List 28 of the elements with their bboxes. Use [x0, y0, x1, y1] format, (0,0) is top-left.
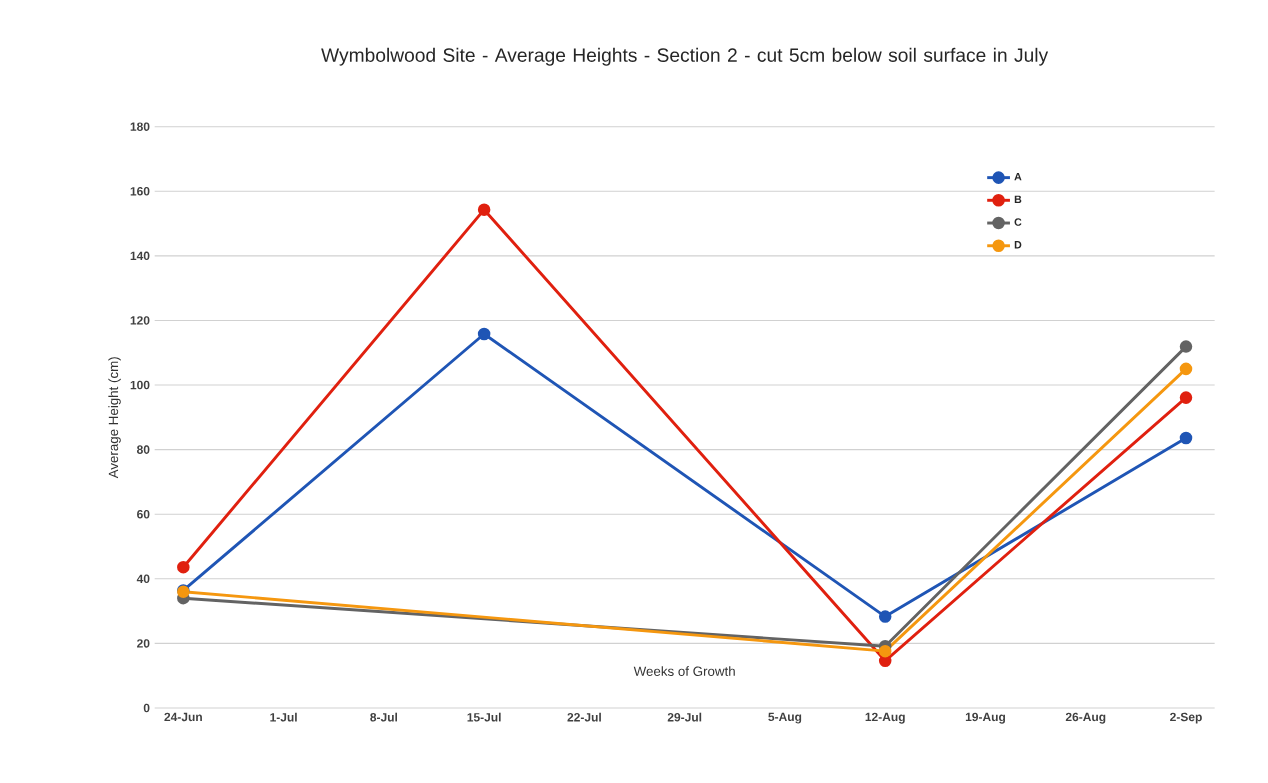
legend-label: D — [1014, 241, 1022, 249]
y-tick-label: 100 — [130, 380, 150, 390]
y-tick-label: 60 — [137, 510, 150, 519]
x-tick-label: 19-Aug — [965, 712, 1005, 724]
x-tick-label: 24-Jun — [164, 712, 202, 722]
x-tick-label: 22-Jul — [567, 712, 601, 722]
x-tick-label: 1-Jul — [270, 712, 297, 722]
y-tick-label: 180 — [130, 122, 150, 132]
chart-title: Wymbolwood Site - Average Heights - Section 2 - cut 5cm below soil surface in July — [321, 47, 1049, 66]
legend-label: A — [1014, 173, 1022, 181]
y-tick-label: 160 — [130, 187, 150, 196]
y-tick-label: 40 — [136, 574, 150, 584]
y-tick-label: 0 — [143, 703, 150, 713]
y-axis-title: Average Height (cm) — [108, 357, 121, 479]
y-tick-label: 140 — [130, 251, 150, 261]
x-tick-label: 15-Jul — [467, 712, 501, 722]
y-tick-label: 120 — [130, 316, 150, 325]
legend-label: C — [1014, 218, 1022, 227]
y-tick-label: 20 — [137, 639, 150, 648]
x-axis-title: Weeks of Growth — [633, 666, 735, 677]
x-tick-label: 12-Aug — [865, 712, 905, 724]
x-tick-label: 8-Jul — [370, 712, 398, 722]
x-tick-label: 29-Jul — [667, 712, 702, 722]
x-tick-label: 2-Sep — [1170, 712, 1202, 724]
y-tick-label: 80 — [136, 445, 150, 455]
x-tick-label: 26-Aug — [1065, 712, 1106, 724]
legend-label: B — [1014, 195, 1022, 204]
x-tick-label: 5-Aug — [768, 712, 802, 724]
